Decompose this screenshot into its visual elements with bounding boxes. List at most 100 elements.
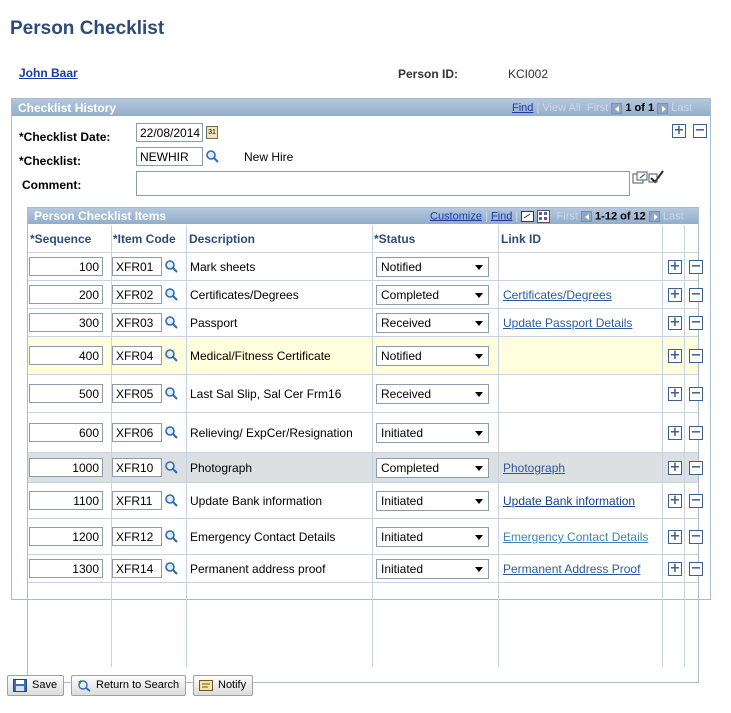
prev-arrow-icon[interactable] bbox=[611, 102, 623, 114]
add-row-button[interactable]: + bbox=[668, 348, 682, 363]
item-code-input[interactable]: XFR01 bbox=[112, 257, 162, 276]
item-code-input[interactable]: XFR05 bbox=[112, 384, 162, 403]
item-description: Last Sal Slip, Sal Cer Frm16 bbox=[190, 387, 342, 401]
item-code-search-icon[interactable] bbox=[164, 287, 179, 302]
item-code-search-icon[interactable] bbox=[164, 561, 179, 576]
item-code-input[interactable]: XFR03 bbox=[112, 313, 162, 332]
status-select[interactable]: Completed bbox=[376, 285, 489, 305]
checklist-date-input[interactable]: 22/08/2014 bbox=[136, 123, 203, 142]
items-prev-arrow-icon[interactable] bbox=[580, 211, 592, 222]
item-code-search-icon[interactable] bbox=[164, 259, 179, 274]
delete-row-button[interactable]: − bbox=[689, 493, 703, 508]
item-code-input[interactable]: XFR10 bbox=[112, 458, 162, 477]
page-title: Person Checklist bbox=[10, 18, 165, 39]
sequence-input[interactable]: 200 bbox=[29, 285, 103, 304]
link-id[interactable]: Photograph bbox=[503, 461, 566, 475]
status-select[interactable]: Notified bbox=[376, 257, 489, 277]
item-code-search-icon[interactable] bbox=[164, 493, 179, 508]
search-icon[interactable] bbox=[205, 149, 220, 164]
status-select[interactable]: Completed bbox=[376, 458, 489, 478]
status-select[interactable]: Received bbox=[376, 313, 489, 333]
item-code-search-icon[interactable] bbox=[164, 460, 179, 475]
add-row-button[interactable]: + bbox=[668, 315, 682, 330]
add-row-button[interactable]: + bbox=[668, 561, 682, 576]
add-row-button[interactable]: + bbox=[668, 493, 682, 508]
status-select[interactable]: Initiated bbox=[376, 423, 489, 443]
customize-link[interactable]: Customize bbox=[430, 210, 482, 223]
sequence-input[interactable]: 400 bbox=[29, 346, 103, 365]
checklist-code-input[interactable]: NEWHIR bbox=[136, 147, 203, 166]
sequence-input[interactable]: 100 bbox=[29, 257, 103, 276]
add-history-button[interactable]: + bbox=[672, 123, 686, 138]
table-row: 600 XFR06 Relieving/ ExpCer/Resignation … bbox=[28, 413, 703, 453]
status-select[interactable]: Initiated bbox=[376, 491, 489, 511]
item-code-input[interactable]: XFR04 bbox=[112, 346, 162, 365]
status-select[interactable]: Notified bbox=[376, 346, 489, 366]
notify-button[interactable]: Notify bbox=[193, 675, 254, 696]
item-code-search-icon[interactable] bbox=[164, 529, 179, 544]
add-row-button[interactable]: + bbox=[668, 529, 682, 544]
history-find-link[interactable]: Find bbox=[512, 102, 534, 114]
item-code-input[interactable]: XFR02 bbox=[112, 285, 162, 304]
table-row: 1100 XFR11 Update Bank information Initi… bbox=[28, 483, 703, 519]
save-button[interactable]: Save bbox=[7, 675, 65, 696]
history-range: 1 of 1 bbox=[625, 102, 655, 114]
link-id[interactable]: Emergency Contact Details bbox=[503, 530, 649, 544]
item-code-search-icon[interactable] bbox=[164, 315, 179, 330]
add-row-button[interactable]: + bbox=[668, 287, 682, 302]
sequence-input[interactable]: 1200 bbox=[29, 527, 103, 546]
expand-textarea-icon[interactable] bbox=[632, 171, 648, 185]
add-row-button[interactable]: + bbox=[668, 425, 682, 440]
status-select[interactable]: Initiated bbox=[376, 559, 489, 579]
item-code-input[interactable]: XFR11 bbox=[112, 491, 162, 510]
link-id[interactable]: Certificates/Degrees bbox=[503, 288, 612, 302]
sequence-input[interactable]: 1100 bbox=[29, 491, 103, 510]
add-row-button[interactable]: + bbox=[668, 259, 682, 274]
item-code-search-icon[interactable] bbox=[164, 386, 179, 401]
item-code-input[interactable]: XFR14 bbox=[112, 559, 162, 578]
link-id[interactable]: Update Bank information bbox=[503, 494, 636, 508]
delete-row-button[interactable]: − bbox=[689, 287, 703, 302]
sequence-input[interactable]: 1000 bbox=[29, 458, 103, 477]
delete-row-button[interactable]: − bbox=[689, 460, 703, 475]
delete-row-button[interactable]: − bbox=[689, 315, 703, 330]
calendar-icon[interactable]: 31 bbox=[206, 126, 218, 139]
delete-row-button[interactable]: − bbox=[689, 425, 703, 440]
status-select[interactable]: Received bbox=[376, 384, 489, 404]
item-code-input[interactable]: XFR06 bbox=[112, 423, 162, 442]
items-last: Last bbox=[662, 210, 684, 223]
item-code-input[interactable]: XFR12 bbox=[112, 527, 162, 546]
add-row-button[interactable]: + bbox=[668, 460, 682, 475]
delete-row-button[interactable]: − bbox=[689, 259, 703, 274]
person-name-link[interactable]: John Baar bbox=[19, 66, 78, 80]
item-code-search-icon[interactable] bbox=[164, 425, 179, 440]
item-code-search-icon[interactable] bbox=[164, 348, 179, 363]
link-id[interactable]: Update Passport Details bbox=[503, 316, 633, 330]
item-description: Photograph bbox=[190, 461, 253, 475]
item-description: Certificates/Degrees bbox=[190, 288, 299, 302]
view-all-grid-icon[interactable] bbox=[521, 211, 535, 222]
items-find-link[interactable]: Find bbox=[490, 210, 513, 223]
item-description: Passport bbox=[190, 316, 238, 330]
return-to-search-button[interactable]: Return to Search bbox=[71, 675, 187, 696]
delete-row-button[interactable]: − bbox=[689, 529, 703, 544]
item-description: Mark sheets bbox=[190, 260, 256, 274]
history-view-all: View All bbox=[542, 102, 581, 114]
delete-row-button[interactable]: − bbox=[689, 386, 703, 401]
sequence-input[interactable]: 600 bbox=[29, 423, 103, 442]
spell-check-icon[interactable] bbox=[648, 169, 665, 185]
delete-row-button[interactable]: − bbox=[689, 561, 703, 576]
add-row-button[interactable]: + bbox=[668, 386, 682, 401]
link-id[interactable]: Permanent Address Proof bbox=[503, 562, 641, 576]
delete-row-button[interactable]: − bbox=[689, 348, 703, 363]
status-select[interactable]: Initiated bbox=[376, 527, 489, 547]
comment-textarea[interactable] bbox=[136, 171, 630, 196]
sequence-input[interactable]: 1300 bbox=[29, 559, 103, 578]
items-next-arrow-icon[interactable] bbox=[648, 211, 660, 222]
next-arrow-icon[interactable] bbox=[657, 102, 669, 114]
sequence-input[interactable]: 300 bbox=[29, 313, 103, 332]
delete-history-button[interactable]: − bbox=[693, 123, 707, 138]
sequence-input[interactable]: 500 bbox=[29, 384, 103, 403]
items-nav: Customize | Find | First 1-12 of 12 bbox=[430, 210, 684, 223]
download-grid-icon[interactable] bbox=[537, 210, 551, 223]
